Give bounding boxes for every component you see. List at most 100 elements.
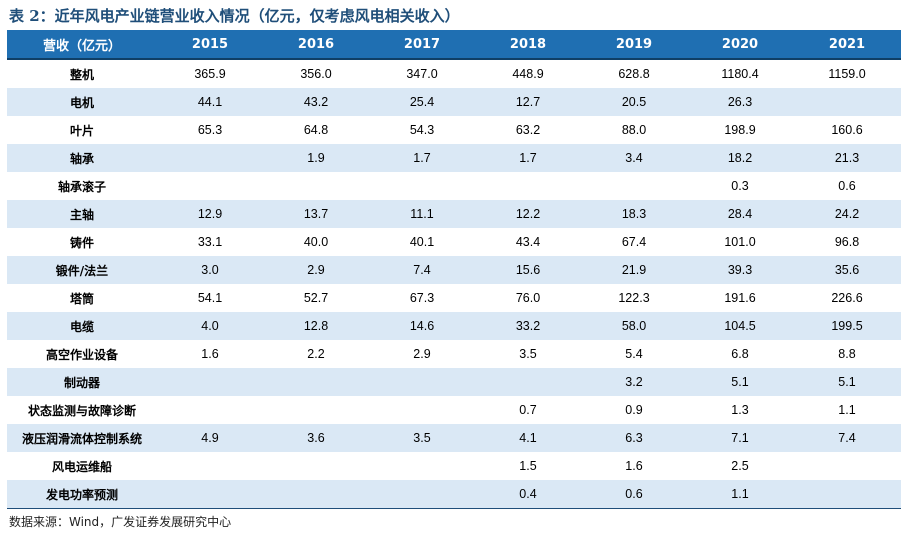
table-cell: 101.0 [687, 228, 793, 256]
table-cell [157, 144, 263, 172]
table-cell: 347.0 [369, 59, 475, 88]
table-cell: 12.2 [475, 200, 581, 228]
table-cell: 4.1 [475, 424, 581, 452]
table-cell: 0.4 [475, 480, 581, 509]
table-cell: 52.7 [263, 284, 369, 312]
table-cell: 1159.0 [793, 59, 901, 88]
table-cell: 18.3 [581, 200, 687, 228]
table-header-row: 营收（亿元） 2015 2016 2017 2018 2019 2020 2021 [7, 30, 901, 60]
table-cell: 4.0 [157, 312, 263, 340]
table-cell [157, 172, 263, 200]
table-cell: 3.6 [263, 424, 369, 452]
table-cell: 67.3 [369, 284, 475, 312]
table-cell [369, 480, 475, 509]
row-label: 电缆 [7, 312, 157, 340]
table-cell: 33.1 [157, 228, 263, 256]
table-cell: 54.3 [369, 116, 475, 144]
table-cell: 33.2 [475, 312, 581, 340]
table-cell: 2.2 [263, 340, 369, 368]
table-row: 叶片 65.3 64.8 54.3 63.2 88.0 198.9 160.6 [7, 116, 901, 144]
table-cell: 76.0 [475, 284, 581, 312]
table-row: 整机 365.9 356.0 347.0 448.9 628.8 1180.4 1159.0 [7, 59, 901, 88]
table-cell: 1.6 [581, 452, 687, 480]
table-cell: 1.9 [263, 144, 369, 172]
row-label: 主轴 [7, 200, 157, 228]
table-cell: 628.8 [581, 59, 687, 88]
table-cell: 365.9 [157, 59, 263, 88]
row-label: 轴承 [7, 144, 157, 172]
table-cell: 2.5 [687, 452, 793, 480]
table-cell [793, 480, 901, 509]
table-cell: 2.9 [369, 340, 475, 368]
source-note: 数据来源：Wind，广发证券发展研究中心 [9, 515, 232, 529]
row-label: 锻件/法兰 [7, 256, 157, 284]
table-cell: 7.4 [369, 256, 475, 284]
table-cell: 5.4 [581, 340, 687, 368]
table-cell: 39.3 [687, 256, 793, 284]
table-cell: 18.2 [687, 144, 793, 172]
table-cell: 24.2 [793, 200, 901, 228]
table-row: 电缆 4.0 12.8 14.6 33.2 58.0 104.5 199.5 [7, 312, 901, 340]
row-label: 铸件 [7, 228, 157, 256]
table-cell [263, 172, 369, 200]
table-row: 高空作业设备 1.6 2.2 2.9 3.5 5.4 6.8 8.8 [7, 340, 901, 368]
row-label: 制动器 [7, 368, 157, 396]
table-cell: 2.9 [263, 256, 369, 284]
table-cell: 88.0 [581, 116, 687, 144]
table-cell: 43.2 [263, 88, 369, 116]
table-cell: 3.2 [581, 368, 687, 396]
table-row: 发电功率预测 0.4 0.6 1.1 [7, 480, 901, 509]
header-year-2020: 2020 [687, 30, 793, 60]
table-cell [793, 452, 901, 480]
row-label: 状态监测与故障诊断 [7, 396, 157, 424]
table-cell [157, 368, 263, 396]
table-cell: 25.4 [369, 88, 475, 116]
table-cell: 15.6 [475, 256, 581, 284]
table-row: 轴承滚子 0.3 0.6 [7, 172, 901, 200]
row-label: 电机 [7, 88, 157, 116]
table-cell: 1.7 [475, 144, 581, 172]
table-cell: 448.9 [475, 59, 581, 88]
table-cell: 58.0 [581, 312, 687, 340]
table-cell: 20.5 [581, 88, 687, 116]
header-label: 营收（亿元） [7, 30, 157, 60]
table-row: 锻件/法兰 3.0 2.9 7.4 15.6 21.9 39.3 35.6 [7, 256, 901, 284]
header-year-2016: 2016 [263, 30, 369, 60]
table-cell [157, 480, 263, 509]
table-cell: 191.6 [687, 284, 793, 312]
table-row: 轴承 1.9 1.7 1.7 3.4 18.2 21.3 [7, 144, 901, 172]
table-row: 液压润滑流体控制系统 4.9 3.6 3.5 4.1 6.3 7.1 7.4 [7, 424, 901, 452]
table-cell: 3.0 [157, 256, 263, 284]
table-cell: 12.7 [475, 88, 581, 116]
table-cell: 8.8 [793, 340, 901, 368]
table-cell: 11.1 [369, 200, 475, 228]
header-year-2019: 2019 [581, 30, 687, 60]
row-label: 叶片 [7, 116, 157, 144]
table-cell: 6.3 [581, 424, 687, 452]
table-cell: 1.3 [687, 396, 793, 424]
table-cell [369, 368, 475, 396]
table-cell: 3.5 [369, 424, 475, 452]
table-cell: 1.1 [793, 396, 901, 424]
row-label: 风电运维船 [7, 452, 157, 480]
table-cell: 6.8 [687, 340, 793, 368]
table-cell: 199.5 [793, 312, 901, 340]
table-cell: 21.3 [793, 144, 901, 172]
row-label: 发电功率预测 [7, 480, 157, 509]
table-cell: 0.6 [581, 480, 687, 509]
table-cell: 96.8 [793, 228, 901, 256]
table-cell [369, 172, 475, 200]
table-cell [793, 88, 901, 116]
table-cell: 1.7 [369, 144, 475, 172]
table-cell: 4.9 [157, 424, 263, 452]
table-cell: 12.9 [157, 200, 263, 228]
table-cell: 198.9 [687, 116, 793, 144]
header-year-2015: 2015 [157, 30, 263, 60]
table-body: 整机 365.9 356.0 347.0 448.9 628.8 1180.4 1159.0 电… [7, 59, 901, 509]
table-row: 主轴 12.9 13.7 11.1 12.2 18.3 28.4 24.2 [7, 200, 901, 228]
row-label: 塔筒 [7, 284, 157, 312]
table-cell: 28.4 [687, 200, 793, 228]
table-cell: 0.3 [687, 172, 793, 200]
table-row: 铸件 33.1 40.0 40.1 43.4 67.4 101.0 96.8 [7, 228, 901, 256]
table-cell: 7.4 [793, 424, 901, 452]
